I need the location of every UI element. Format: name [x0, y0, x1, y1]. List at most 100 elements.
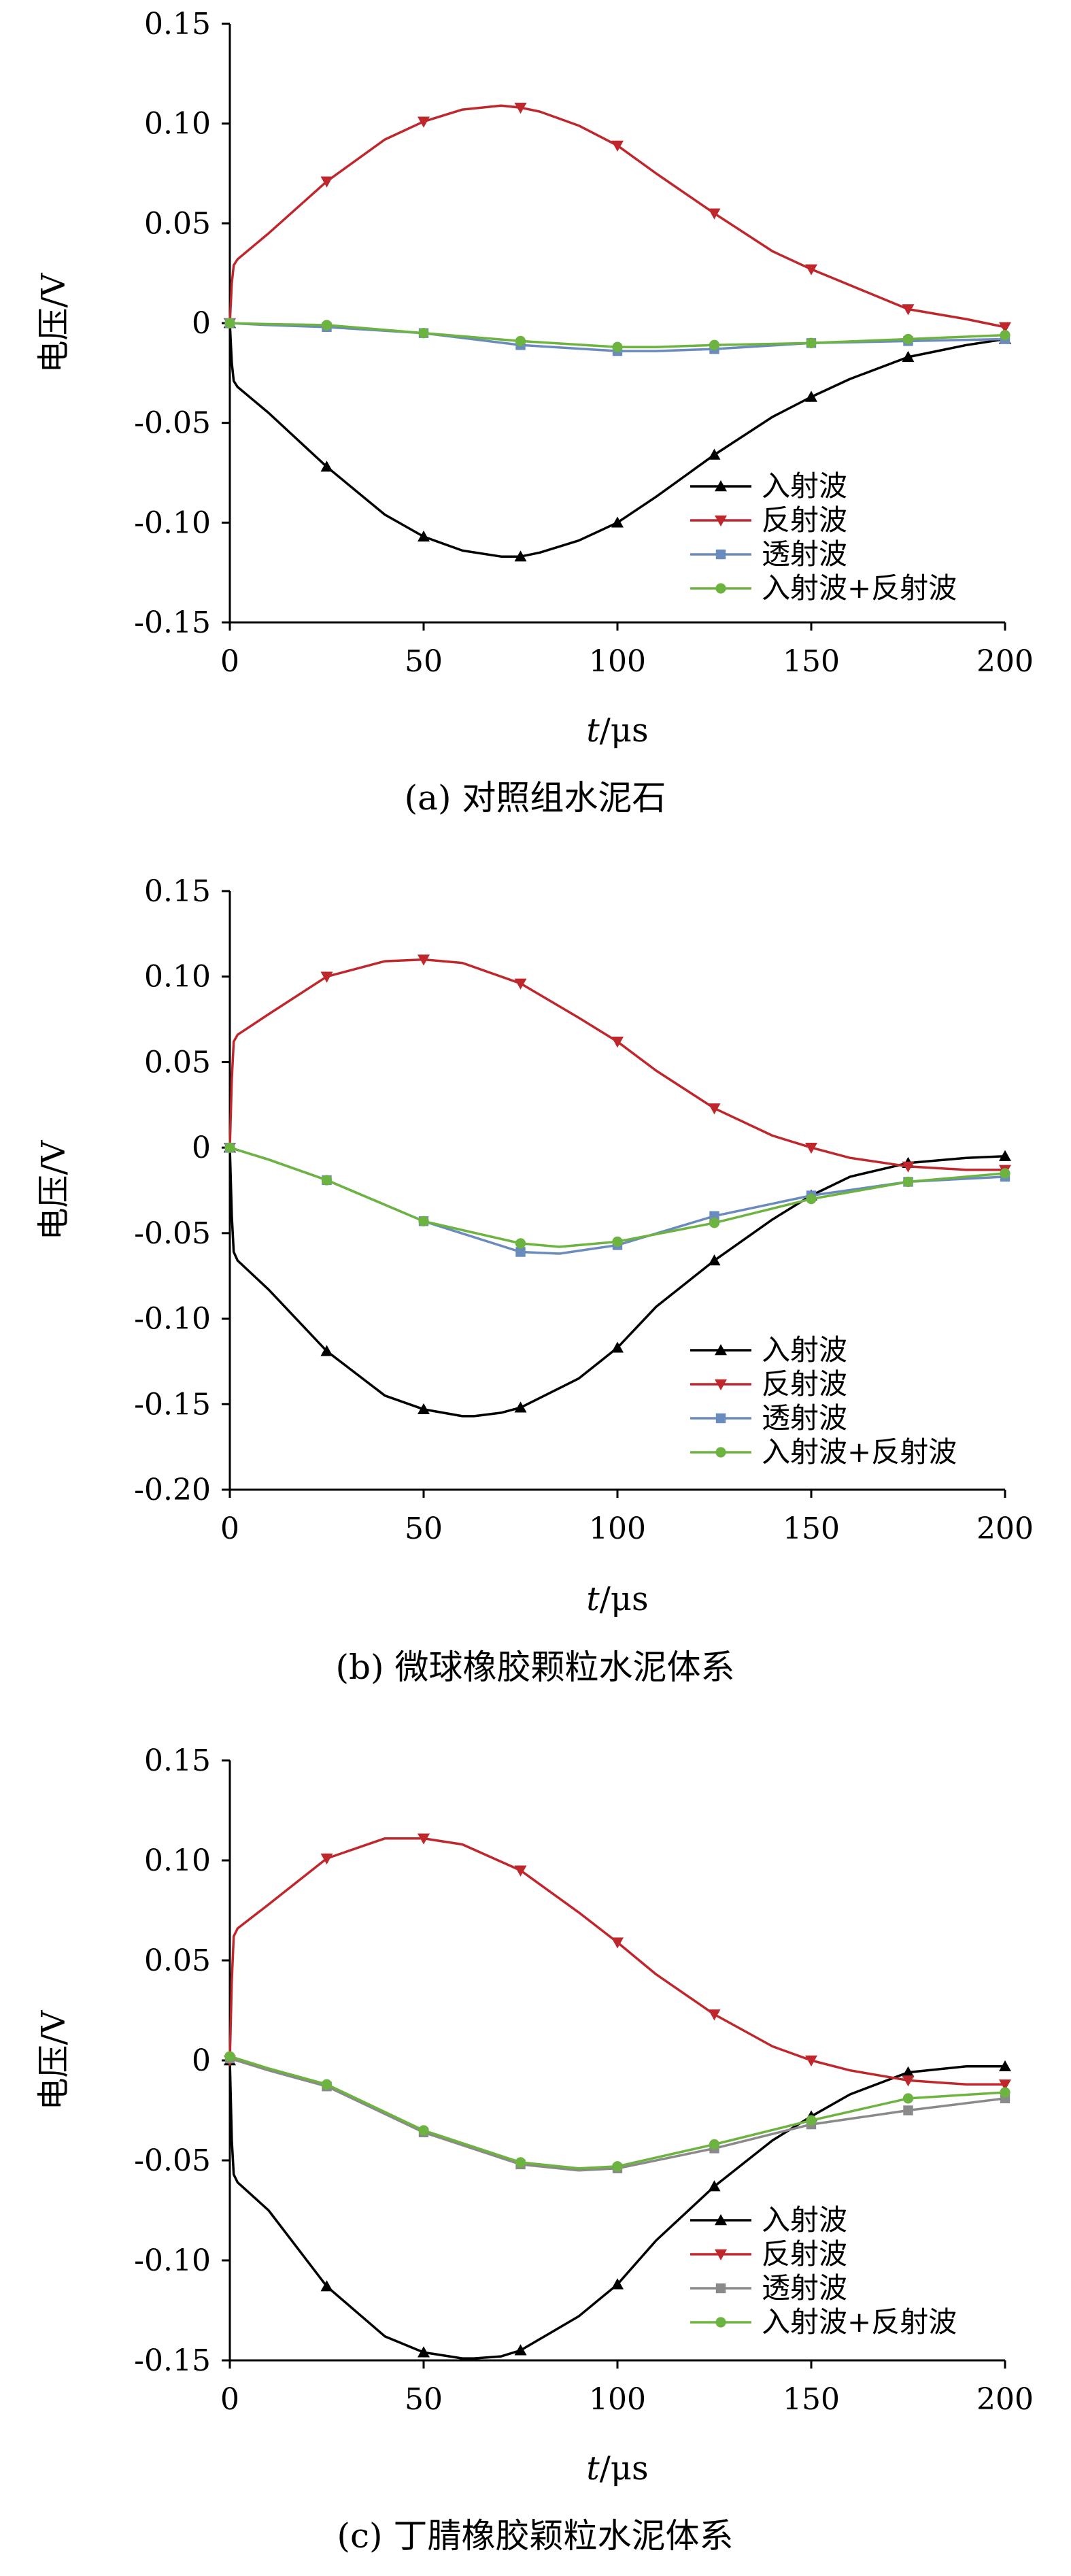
data-point	[514, 550, 527, 562]
data-point	[418, 1833, 430, 1845]
series-line	[228, 322, 1006, 558]
legend-entry: 入射波+反射波	[762, 571, 957, 605]
data-point	[708, 2009, 721, 2021]
y-axis-label: 电压/V	[35, 272, 73, 373]
x-axis-label: t/μs	[586, 1580, 648, 1618]
data-point	[320, 1345, 333, 1356]
data-point	[611, 1341, 624, 1353]
series-4	[224, 318, 1010, 352]
y-tick-label: 0.10	[144, 107, 211, 141]
y-tick-label: 0.05	[144, 1045, 211, 1080]
legend-marker	[715, 549, 726, 560]
data-point	[515, 335, 526, 347]
figure-caption: (b) 微球橡胶颗粒水泥体系	[336, 1647, 735, 1687]
data-point	[806, 337, 817, 348]
data-point	[514, 978, 527, 990]
series-line	[228, 1837, 1006, 2086]
legend-entry: 入射波	[762, 469, 847, 503]
legend-marker	[715, 515, 727, 526]
series-4	[224, 1142, 1010, 1249]
y-tick-label: 0.10	[144, 1843, 211, 1878]
data-point	[418, 328, 429, 339]
data-point	[321, 2079, 333, 2090]
y-tick-label: -0.10	[134, 505, 211, 540]
data-point	[320, 971, 333, 983]
data-point	[902, 333, 914, 345]
data-point	[902, 2075, 915, 2087]
x-tick-label: 100	[589, 1511, 646, 1546]
data-point	[611, 516, 624, 528]
series-2	[224, 1833, 1011, 2091]
series-line	[228, 1146, 1006, 1418]
x-tick-label: 100	[589, 2382, 646, 2417]
data-point	[902, 1161, 915, 1173]
data-point	[902, 2093, 914, 2104]
data-point	[1000, 2087, 1010, 2098]
data-point	[515, 1247, 526, 1257]
legend-entry: 透射波	[762, 537, 847, 571]
chart-panel-3: 0.15 0.10 0.05 0 -0.05 -0.10 -0.15 0 50 100 150 200…	[35, 1743, 1034, 2556]
data-point	[708, 448, 721, 460]
legend-marker	[715, 2249, 727, 2260]
series-2	[224, 103, 1011, 333]
y-tick-label: 0	[192, 1131, 211, 1165]
y-tick-label: -0.15	[134, 1387, 211, 1422]
y-tick-label: -0.05	[134, 406, 211, 441]
data-point	[514, 2344, 527, 2356]
x-tick-label: 150	[783, 2382, 840, 2417]
data-point	[224, 2051, 235, 2062]
data-point	[709, 2139, 720, 2150]
data-point	[418, 2346, 430, 2358]
y-tick-label: -0.10	[134, 2243, 211, 2278]
x-tick-label: 100	[589, 644, 646, 679]
x-tick-label: 50	[405, 1511, 443, 1546]
y-tick-label: 0.10	[144, 960, 211, 994]
data-point	[320, 176, 333, 188]
data-point	[902, 350, 915, 363]
y-tick-label: -0.15	[134, 2343, 211, 2378]
data-point	[611, 1937, 624, 1949]
data-point	[708, 208, 721, 220]
data-point	[902, 304, 915, 316]
figure-caption: (a) 对照组水泥石	[405, 778, 666, 818]
x-axis-label: t/μs	[586, 712, 648, 750]
series-3	[224, 2053, 1010, 2173]
data-point	[708, 1254, 721, 1266]
legend-marker	[715, 1413, 726, 1424]
y-tick-label: -0.10	[134, 1302, 211, 1337]
legend-marker	[715, 2214, 727, 2226]
legend-entry: 入射波	[762, 2203, 847, 2237]
y-tick-label: 0.15	[144, 7, 211, 41]
data-point	[320, 461, 333, 472]
data-point	[805, 2055, 817, 2067]
data-point	[514, 103, 527, 114]
data-point	[806, 1193, 817, 1205]
data-point	[515, 1238, 526, 1249]
x-tick-label: 150	[783, 644, 840, 679]
data-point	[418, 1216, 429, 1226]
data-point	[805, 1142, 817, 1154]
data-point	[709, 339, 720, 350]
data-point	[903, 2105, 913, 2115]
data-point	[805, 264, 817, 275]
y-axis-label: 电压/V	[35, 2009, 73, 2110]
data-point	[418, 954, 430, 966]
data-point	[999, 2060, 1011, 2072]
y-tick-label: -0.05	[134, 2143, 211, 2178]
data-point	[612, 2161, 623, 2172]
data-point	[611, 1037, 624, 1048]
data-point	[999, 322, 1011, 333]
legend-entry: 透射波	[762, 1401, 847, 1435]
x-tick-label: 200	[976, 1511, 1034, 1546]
data-point	[1000, 329, 1010, 341]
data-point	[418, 2125, 429, 2136]
legend-marker	[715, 1344, 727, 1356]
data-point	[708, 1103, 721, 1115]
data-point	[320, 1853, 333, 1865]
data-point	[224, 318, 235, 329]
data-point	[514, 1401, 527, 1413]
series-2	[224, 954, 1011, 1176]
data-point	[708, 2180, 721, 2192]
